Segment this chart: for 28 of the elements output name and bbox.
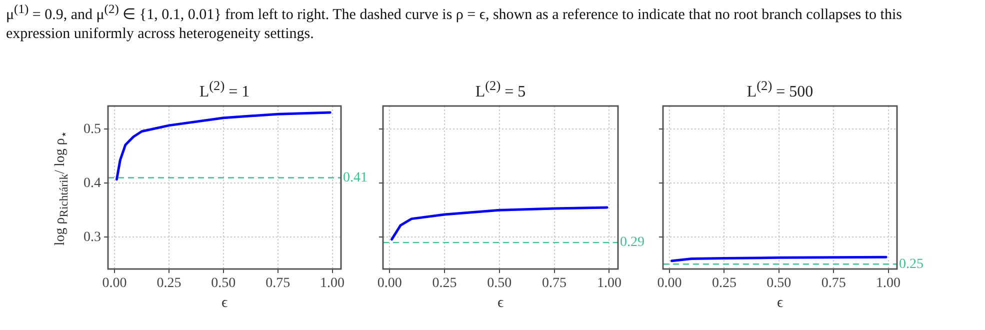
x-axis-title: ϵ [496, 295, 505, 312]
x-axis-title: ϵ [220, 295, 229, 312]
ref-line-label: 0.29 [620, 235, 644, 250]
y-tick-label: 0.3 [84, 230, 101, 245]
y-tick-label: 0.5 [84, 122, 101, 137]
x-tick-label: 0.50 [211, 276, 236, 292]
x-tick-label: 1.00 [876, 276, 900, 292]
x-tick-label: 0.25 [432, 276, 457, 292]
x-tick-label: 0.00 [102, 276, 127, 292]
x-axis-title: ϵ [776, 295, 784, 312]
chart-title: L$^{(2)}$ = 1 [198, 78, 251, 102]
x-tick-label: 1.00 [320, 276, 345, 292]
x-tick-label: 0.50 [766, 276, 792, 292]
ref-line-label: 0.25 [899, 256, 924, 272]
x-tick-label: 0.25 [156, 276, 182, 292]
x-tick-label: 0.75 [821, 276, 846, 292]
x-tick-label: 0.50 [487, 276, 512, 292]
chart-title: L$^{(2)}$ = 500 [746, 78, 814, 102]
x-tick-label: 0.75 [266, 276, 290, 292]
y-tick-label: 0.4 [84, 176, 101, 191]
x-tick-label: 1.00 [596, 276, 622, 292]
x-tick-label: 0.00 [657, 276, 682, 292]
chart-title: L$^{(2)}$ = 5 [474, 78, 527, 102]
x-tick-label: 0.75 [542, 276, 567, 292]
text: μ$^{(1)}$ = 0.9, and μ$^{(2)}$ ∈ {1, 0.1, 0.01} from left to right. The dashed curve is ρ = ϵ, shown as a reference to indicate that no root branch collapses to this expression uniformly across heterogeneity settings. [6, 1, 903, 44]
x-tick-label: 0.00 [377, 276, 402, 292]
x-tick-label: 0.25 [712, 276, 736, 292]
ref-line-label: 0.41 [343, 170, 368, 186]
